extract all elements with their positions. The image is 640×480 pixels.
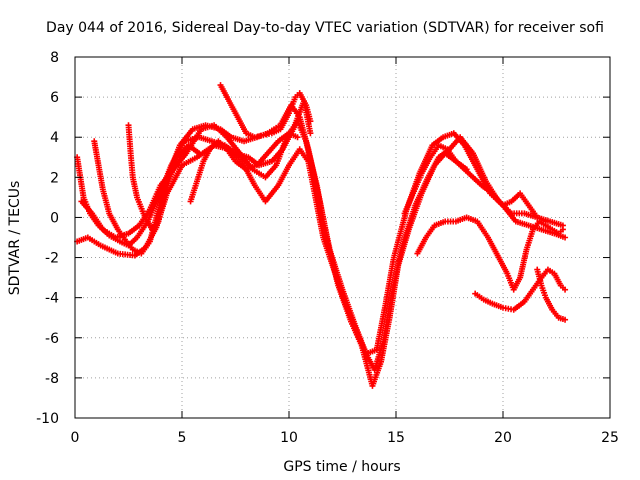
axis-ticks: 0 5 10 15 20 25 -10 -8 -6 -4 -2 0 2 4 6 8 (36, 50, 619, 446)
chart-title: Day 044 of 2016, Sidereal Day-to-day VTE… (46, 20, 604, 36)
data-point (559, 226, 566, 233)
x-axis-label: GPS time / hours (283, 459, 400, 475)
x-tick-label: 10 (280, 430, 298, 446)
x-tick-label: 20 (494, 430, 512, 446)
y-tick-label: -4 (45, 291, 59, 307)
data-point (196, 150, 203, 157)
data-point (562, 316, 569, 323)
y-tick-label: 2 (50, 170, 59, 186)
y-tick-label: -6 (45, 331, 59, 347)
y-tick-label: 0 (50, 210, 59, 226)
data-point (562, 234, 569, 241)
x-tick-label: 15 (387, 430, 405, 446)
x-tick-label: 5 (178, 430, 187, 446)
data-point (542, 218, 549, 225)
data-point (307, 118, 314, 125)
y-tick-label: 8 (50, 50, 59, 66)
y-axis-label: SDTVAR / TECUs (7, 181, 23, 296)
y-tick-label: -8 (45, 371, 59, 387)
y-tick-label: -10 (36, 411, 59, 427)
data-point (562, 286, 569, 293)
x-tick-label: 25 (601, 430, 619, 446)
data-point (307, 130, 314, 137)
plot-frame (74, 56, 611, 419)
y-tick-label: 6 (50, 90, 59, 106)
y-tick-label: 4 (50, 130, 59, 146)
y-tick-label: -2 (45, 251, 59, 267)
data-point (294, 134, 301, 141)
data-points (74, 82, 569, 389)
x-tick-label: 0 (71, 430, 80, 446)
